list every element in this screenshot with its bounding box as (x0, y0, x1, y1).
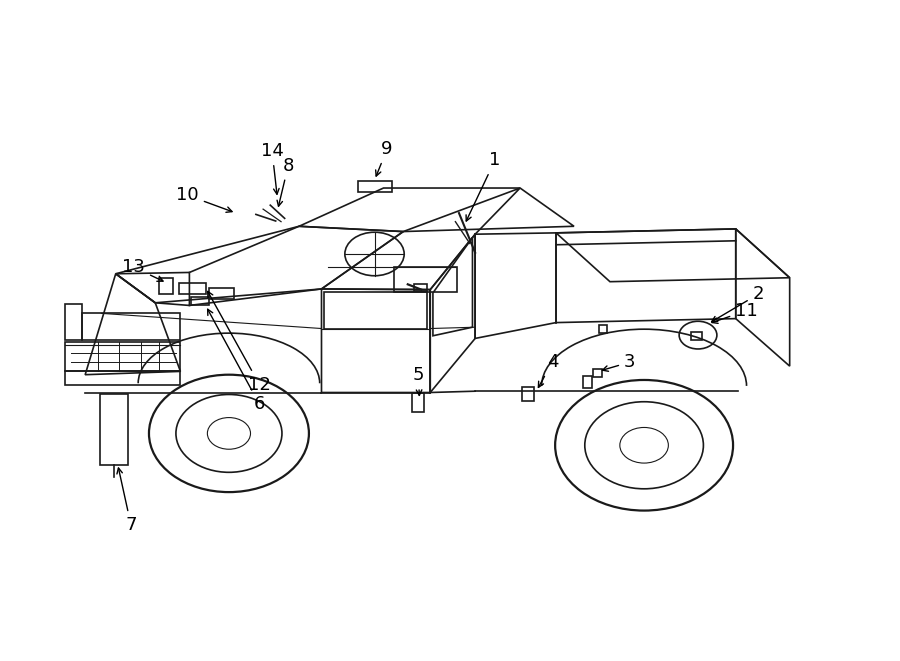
Text: 3: 3 (602, 353, 635, 371)
Text: 13: 13 (122, 258, 163, 282)
Text: 7: 7 (117, 468, 137, 534)
Text: 10: 10 (176, 186, 232, 212)
Text: 9: 9 (375, 140, 392, 176)
Text: 14: 14 (261, 142, 284, 194)
Text: 11: 11 (712, 301, 758, 323)
Text: 8: 8 (277, 157, 294, 206)
Text: 1: 1 (466, 151, 500, 221)
Text: 5: 5 (413, 366, 424, 395)
Text: 2: 2 (712, 285, 764, 322)
Text: 4: 4 (538, 353, 558, 387)
Text: 12: 12 (208, 292, 271, 393)
Text: 6: 6 (208, 309, 266, 413)
